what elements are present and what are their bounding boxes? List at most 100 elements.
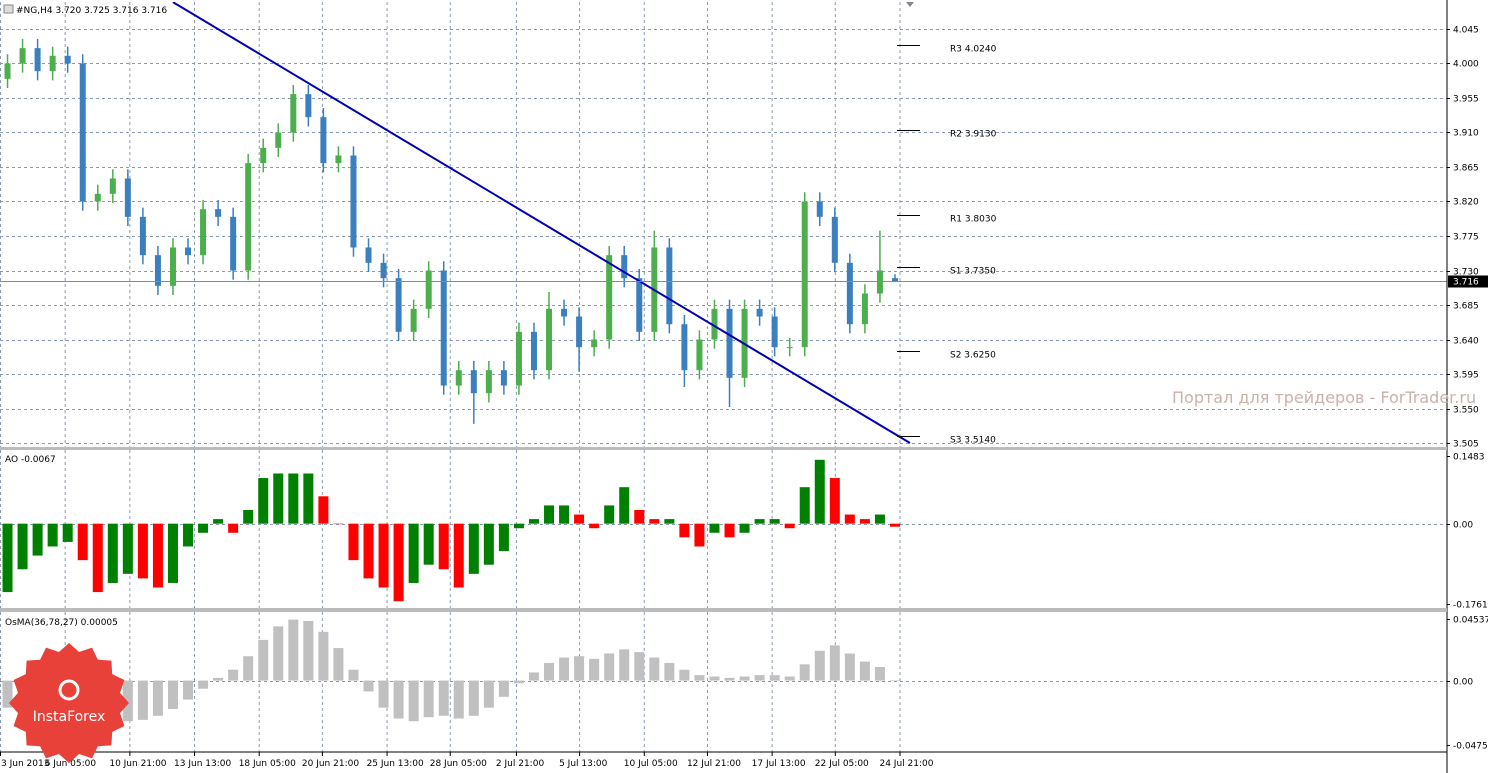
symbol-icon [3, 4, 14, 14]
candle-body [681, 324, 688, 371]
histogram-bar [122, 523, 133, 574]
x-tick-label: 12 Jul 21:00 [687, 759, 741, 769]
candle-body [621, 255, 628, 279]
histogram-bar [378, 680, 389, 708]
histogram-bar [784, 676, 795, 681]
histogram-bar [198, 680, 209, 689]
histogram-bar [228, 523, 239, 533]
candle-body [666, 247, 673, 325]
histogram-bar [363, 680, 374, 692]
histogram-bar [333, 648, 344, 681]
y-tick-label: 3.820 [1453, 198, 1479, 208]
candle-body [636, 278, 643, 332]
histogram-bar [333, 523, 344, 525]
candle-body [546, 308, 553, 371]
histogram-bar [559, 505, 570, 524]
candle-body [816, 201, 823, 217]
x-tick-label: 24 Jul 21:00 [879, 759, 933, 769]
candle-body [335, 155, 342, 164]
candles [4, 2, 911, 444]
histogram-bar [574, 656, 585, 681]
histogram-bar [589, 523, 600, 529]
histogram-bar [513, 680, 524, 684]
histogram-bar [258, 639, 269, 681]
histogram-bar [664, 662, 675, 681]
histogram-bar [784, 523, 795, 529]
histogram-bar [348, 669, 359, 681]
histogram-bar [799, 664, 810, 681]
histogram-bar [483, 523, 494, 565]
candle-body [185, 247, 192, 256]
candle-body [440, 270, 447, 386]
histogram-bar [348, 523, 359, 561]
candle-body [139, 216, 146, 256]
candle-body [215, 209, 222, 217]
histogram-bar [874, 514, 885, 524]
histogram-bar [709, 676, 720, 681]
histogram-bar [303, 620, 314, 681]
histogram-bar [17, 523, 28, 570]
histogram-bar [829, 645, 840, 681]
pivot-label: R3 4.0240 [950, 45, 997, 55]
histogram-bar [559, 657, 570, 681]
histogram-bar [318, 631, 329, 681]
histogram-bar [213, 677, 224, 681]
candle-body [124, 178, 131, 217]
candle-body [696, 339, 703, 371]
histogram-bar [2, 523, 13, 593]
x-tick-label: 20 Jun 21:00 [302, 759, 359, 769]
histogram-bar [243, 509, 254, 524]
candle-body [726, 308, 733, 378]
histogram-bar [167, 523, 178, 583]
histogram-bar [213, 519, 224, 524]
histogram-bar [528, 672, 539, 681]
y-tick-label: 3.685 [1453, 302, 1479, 312]
histogram-bar [874, 667, 885, 681]
histogram-bar [243, 656, 254, 681]
y-tick-label: 3.640 [1453, 337, 1479, 347]
histogram-bar [739, 523, 750, 533]
histogram-bar [664, 519, 675, 524]
histogram-bar [408, 523, 419, 583]
histogram-bar [769, 675, 780, 681]
candle-body [576, 316, 583, 348]
y-tick-label: 0.04537 [1453, 616, 1488, 626]
pivot-label: R1 3.8030 [950, 215, 997, 225]
histogram-bar [619, 487, 630, 524]
histogram-bar [574, 514, 585, 524]
histogram-bar [859, 661, 870, 681]
histogram-bar [62, 523, 73, 542]
histogram-bar [754, 675, 765, 681]
histogram-bar [844, 653, 855, 681]
logo-icon [58, 679, 80, 701]
histogram-bar [32, 523, 43, 556]
histogram-bar [137, 523, 148, 579]
osma-title: OsMA(36,78,27) 0.00005 [5, 618, 118, 628]
histogram-bar [137, 680, 148, 720]
y-tick-label: 3.910 [1453, 129, 1479, 139]
histogram-bar [453, 523, 464, 588]
histogram-bar [889, 523, 900, 527]
candle-body [711, 308, 718, 340]
candle-body [410, 308, 417, 332]
candle-body [290, 94, 297, 133]
candle-body [801, 201, 808, 348]
candle-body [771, 316, 778, 348]
x-tick-label: 10 Jun 21:00 [109, 759, 166, 769]
histogram-bar [694, 675, 705, 681]
candle-body [786, 347, 793, 349]
candle-body [200, 209, 207, 256]
y-tick-label: 0.00 [1453, 678, 1473, 688]
y-tick-label: 4.000 [1453, 60, 1479, 70]
histogram-bar [122, 680, 133, 722]
histogram-bar [183, 680, 194, 700]
y-tick-label: 3.505 [1453, 440, 1479, 450]
histogram-bar [273, 473, 284, 524]
histogram-bar [679, 669, 690, 681]
x-tick-label: 18 Jun 05:00 [239, 759, 296, 769]
histogram-bar [814, 459, 825, 524]
price-label: 3.716 [1453, 278, 1479, 288]
y-tick-label: 3.775 [1453, 233, 1479, 243]
histogram-bar [228, 669, 239, 681]
